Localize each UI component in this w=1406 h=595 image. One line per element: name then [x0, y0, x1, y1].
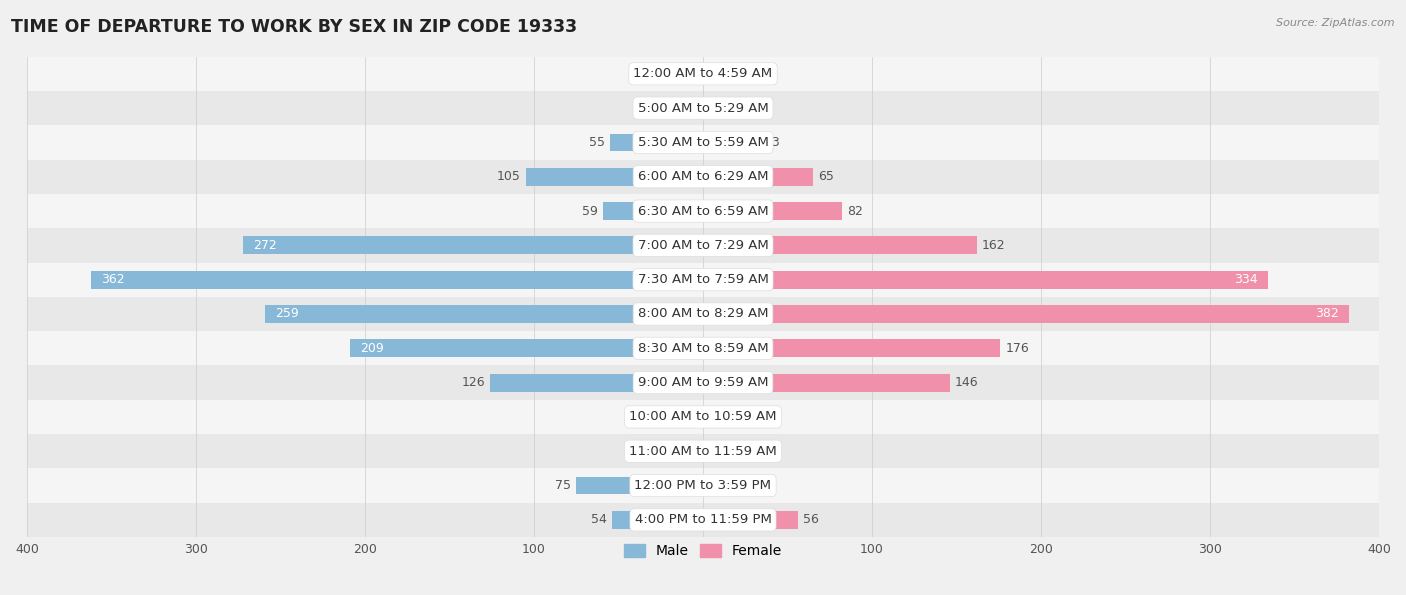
Text: 126: 126 — [461, 376, 485, 389]
Bar — [703, 477, 734, 494]
Bar — [662, 99, 703, 117]
Bar — [27, 194, 1379, 228]
Bar — [27, 331, 1379, 365]
Text: 6:00 AM to 6:29 AM: 6:00 AM to 6:29 AM — [638, 170, 768, 183]
Bar — [703, 339, 1001, 357]
Bar — [27, 468, 1379, 503]
Bar — [703, 271, 1268, 289]
Bar — [703, 442, 734, 460]
Text: 209: 209 — [360, 342, 384, 355]
Text: 7:00 AM to 7:29 AM: 7:00 AM to 7:29 AM — [638, 239, 768, 252]
Text: 7: 7 — [738, 411, 747, 424]
Bar — [671, 65, 703, 83]
Text: 362: 362 — [101, 273, 125, 286]
Text: TIME OF DEPARTURE TO WORK BY SEX IN ZIP CODE 19333: TIME OF DEPARTURE TO WORK BY SEX IN ZIP … — [11, 18, 578, 36]
Text: 8:30 AM to 8:59 AM: 8:30 AM to 8:59 AM — [638, 342, 768, 355]
Bar — [576, 477, 703, 494]
Text: 9:00 AM to 9:59 AM: 9:00 AM to 9:59 AM — [638, 376, 768, 389]
Text: 176: 176 — [1005, 342, 1029, 355]
Bar — [703, 305, 1348, 323]
Text: 272: 272 — [253, 239, 277, 252]
Text: 24: 24 — [641, 102, 658, 115]
Bar — [91, 271, 703, 289]
Bar — [612, 511, 703, 529]
Text: 105: 105 — [496, 170, 520, 183]
Bar — [703, 99, 734, 117]
Text: 334: 334 — [1233, 273, 1257, 286]
Bar — [27, 434, 1379, 468]
Bar — [610, 133, 703, 151]
Text: 0: 0 — [738, 444, 747, 458]
Bar — [27, 126, 1379, 159]
Text: 382: 382 — [1315, 308, 1339, 321]
Bar — [703, 236, 977, 254]
Text: 19: 19 — [650, 67, 666, 80]
Text: Source: ZipAtlas.com: Source: ZipAtlas.com — [1277, 18, 1395, 28]
Bar — [266, 305, 703, 323]
Text: 0: 0 — [738, 479, 747, 492]
Text: 5:00 AM to 5:29 AM: 5:00 AM to 5:29 AM — [638, 102, 768, 115]
Text: 75: 75 — [555, 479, 571, 492]
Text: 146: 146 — [955, 376, 979, 389]
Legend: Male, Female: Male, Female — [619, 538, 787, 563]
Text: 54: 54 — [591, 513, 606, 527]
Text: 28: 28 — [634, 411, 651, 424]
Text: 59: 59 — [582, 205, 598, 218]
Bar — [27, 262, 1379, 297]
Text: 7:30 AM to 7:59 AM: 7:30 AM to 7:59 AM — [637, 273, 769, 286]
Bar — [27, 365, 1379, 400]
Text: 65: 65 — [818, 170, 834, 183]
Bar — [27, 400, 1379, 434]
Text: 0: 0 — [738, 67, 747, 80]
Bar — [703, 133, 759, 151]
Text: 5:30 AM to 5:59 AM: 5:30 AM to 5:59 AM — [637, 136, 769, 149]
Text: 33: 33 — [763, 136, 779, 149]
Bar — [243, 236, 703, 254]
Text: 162: 162 — [981, 239, 1005, 252]
Text: 0: 0 — [659, 444, 668, 458]
Bar — [672, 442, 703, 460]
Text: 12:00 AM to 4:59 AM: 12:00 AM to 4:59 AM — [634, 67, 772, 80]
Bar — [27, 159, 1379, 194]
Bar — [350, 339, 703, 357]
Text: 82: 82 — [846, 205, 862, 218]
Bar — [27, 57, 1379, 91]
Bar — [27, 297, 1379, 331]
Bar — [655, 408, 703, 426]
Bar — [491, 374, 703, 392]
Bar — [703, 168, 813, 186]
Text: 8:00 AM to 8:29 AM: 8:00 AM to 8:29 AM — [638, 308, 768, 321]
Text: 11:00 AM to 11:59 AM: 11:00 AM to 11:59 AM — [628, 444, 778, 458]
Text: 56: 56 — [803, 513, 818, 527]
Bar — [703, 202, 842, 220]
Bar — [703, 511, 797, 529]
Bar — [526, 168, 703, 186]
Text: 10:00 AM to 10:59 AM: 10:00 AM to 10:59 AM — [630, 411, 776, 424]
Text: 12:00 PM to 3:59 PM: 12:00 PM to 3:59 PM — [634, 479, 772, 492]
Bar — [603, 202, 703, 220]
Text: 6:30 AM to 6:59 AM: 6:30 AM to 6:59 AM — [638, 205, 768, 218]
Bar — [27, 503, 1379, 537]
Bar — [27, 91, 1379, 126]
Text: 4:00 PM to 11:59 PM: 4:00 PM to 11:59 PM — [634, 513, 772, 527]
Bar — [27, 228, 1379, 262]
Text: 259: 259 — [276, 308, 299, 321]
Bar — [703, 374, 950, 392]
Text: 55: 55 — [589, 136, 605, 149]
Text: 0: 0 — [738, 102, 747, 115]
Bar — [703, 65, 734, 83]
Bar — [703, 408, 734, 426]
